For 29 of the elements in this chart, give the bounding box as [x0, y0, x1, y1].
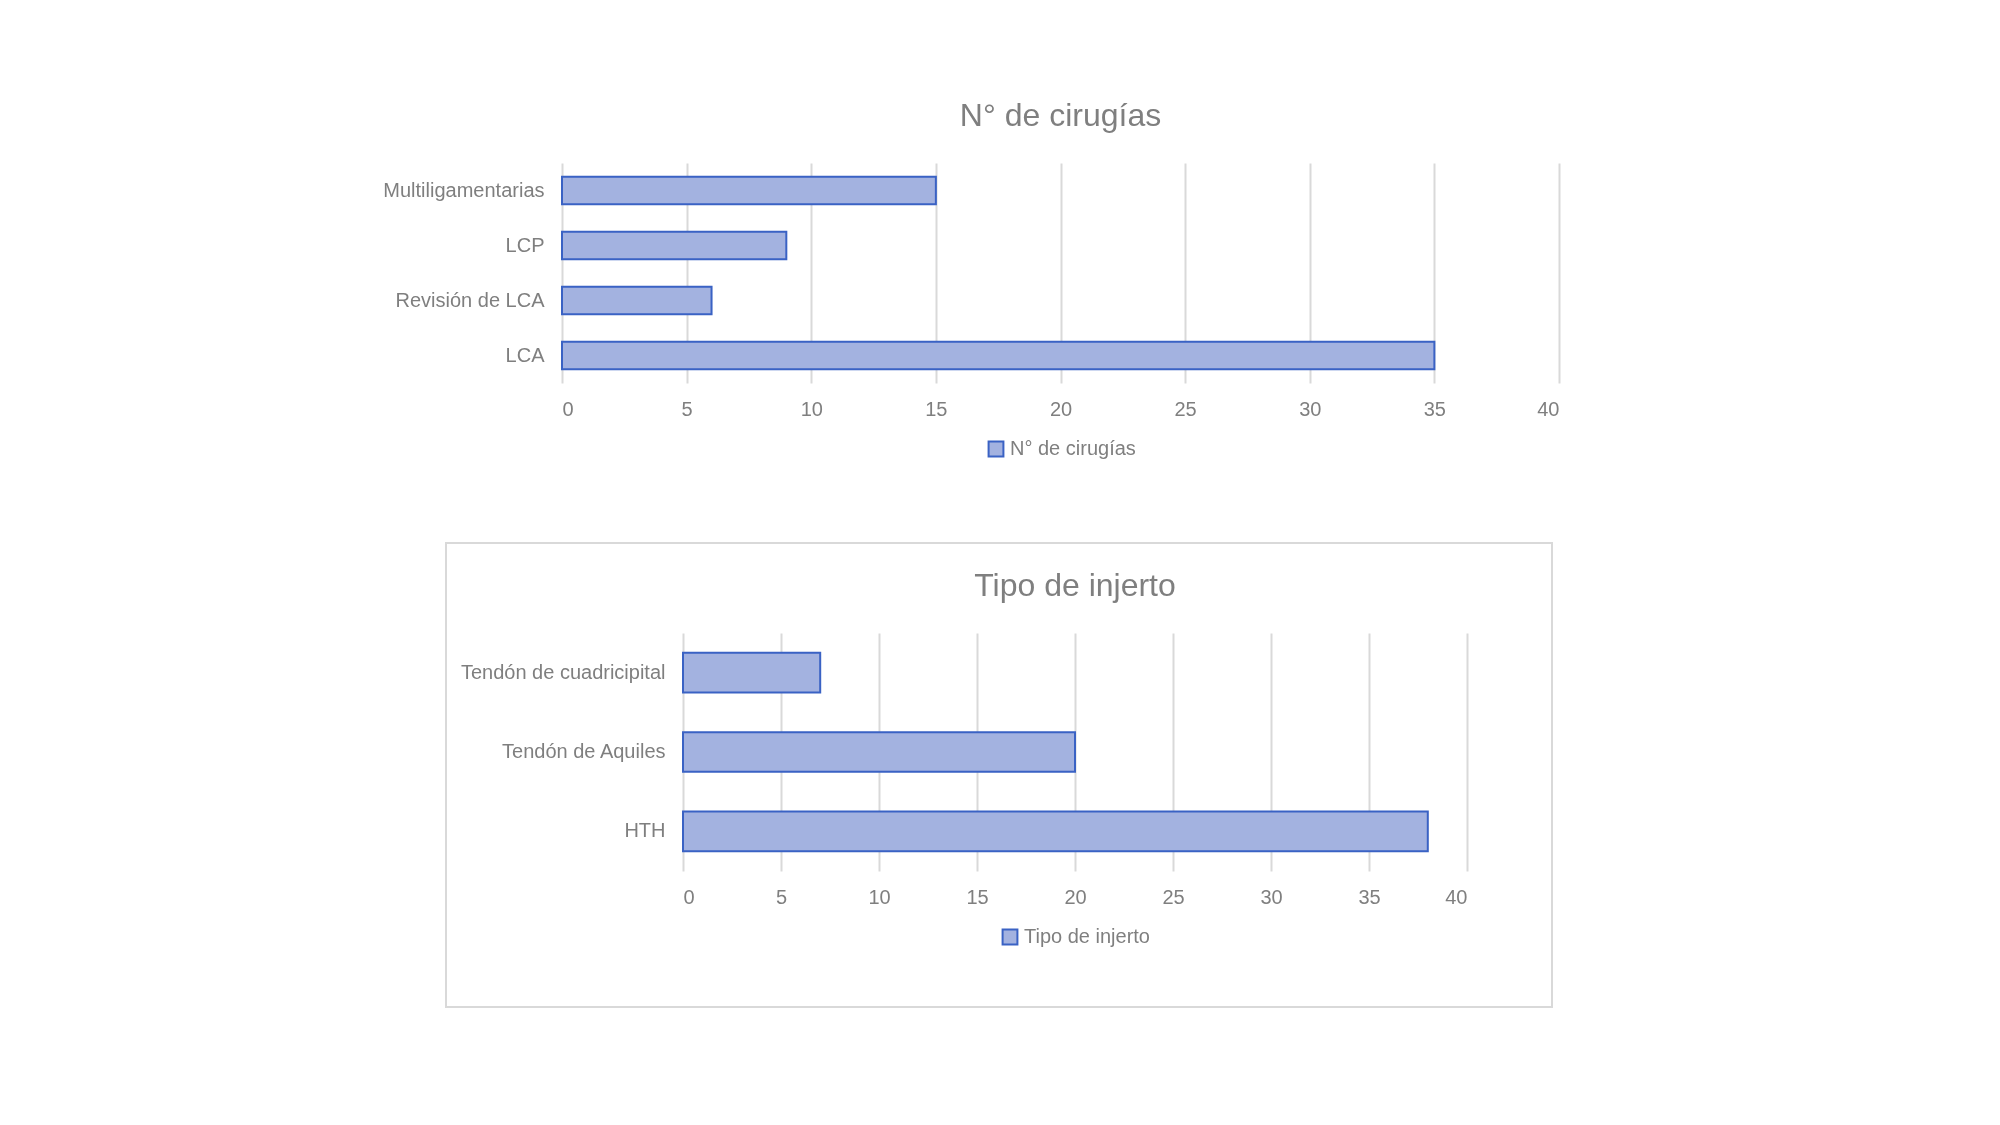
x-tick-label: 30 — [1260, 885, 1283, 908]
x-tick-label: 5 — [775, 885, 788, 908]
x-tick-label: 20 — [1064, 885, 1087, 908]
x-tick-label: 15 — [966, 885, 989, 908]
x-tick-label: 15 — [925, 397, 948, 420]
y-tick-label: LCP — [505, 233, 545, 256]
x-tick-label: 35 — [1423, 397, 1446, 420]
y-tick-label: Revisión de LCA — [395, 288, 546, 311]
x-tick-label: 0 — [683, 885, 695, 908]
legend-label: Tipo de injerto — [1024, 925, 1150, 947]
x-tick-label: 40 — [1445, 885, 1468, 908]
x-tick-label: 10 — [800, 397, 823, 420]
y-tick-label: Tendón de cuadricipital — [460, 660, 666, 683]
x-tick-label: 20 — [1049, 397, 1073, 420]
y-tick-label: Tendón de Aquiles — [502, 740, 666, 762]
legend-label: N° de cirugías — [1010, 437, 1136, 459]
x-tick-label: 0 — [562, 397, 574, 420]
y-tick-label: HTH — [624, 819, 666, 842]
y-tick-label: LCA — [505, 343, 546, 366]
x-tick-label: 5 — [681, 397, 693, 420]
x-tick-label: 35 — [1358, 885, 1381, 908]
x-tick-label: 25 — [1174, 397, 1197, 420]
x-tick-label: 10 — [868, 885, 891, 908]
chart-title: Tipo de injerto — [974, 567, 1176, 603]
y-tick-label: Multiligamentarias — [383, 178, 545, 201]
x-tick-label: 25 — [1162, 885, 1185, 908]
x-tick-label: 40 — [1537, 397, 1560, 420]
chart-title: N° de cirugías — [959, 97, 1162, 133]
x-tick-label: 30 — [1299, 397, 1322, 420]
